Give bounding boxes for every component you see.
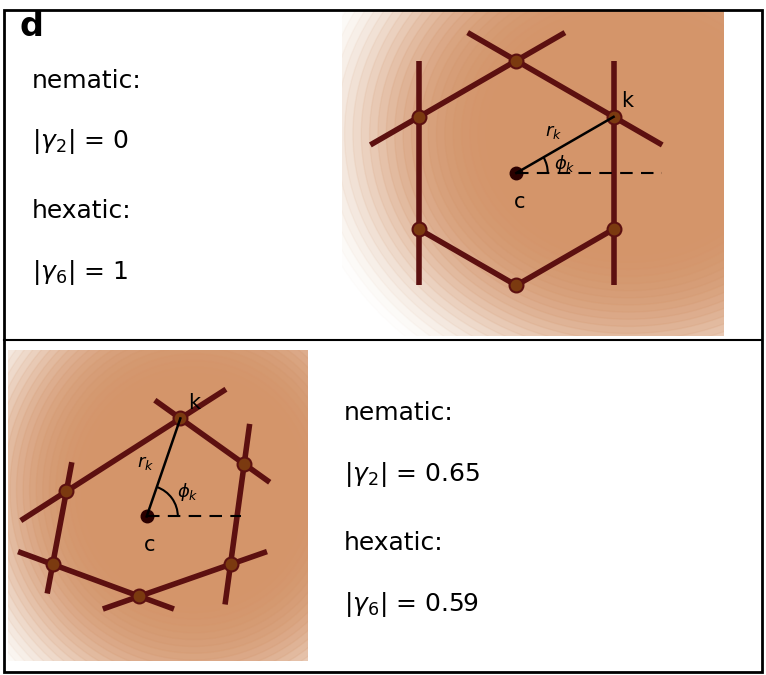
Ellipse shape [478, 5, 766, 262]
Ellipse shape [128, 422, 260, 558]
Ellipse shape [181, 476, 207, 504]
Ellipse shape [445, 0, 766, 291]
Ellipse shape [386, 0, 766, 341]
Ellipse shape [109, 401, 280, 578]
Ellipse shape [486, 13, 766, 255]
Ellipse shape [148, 442, 240, 537]
Text: c: c [514, 192, 525, 212]
Text: $|\gamma_6|$ = 0.59: $|\gamma_6|$ = 0.59 [344, 590, 479, 619]
Ellipse shape [453, 0, 766, 284]
Ellipse shape [370, 0, 766, 355]
Ellipse shape [69, 360, 319, 619]
Ellipse shape [462, 0, 766, 277]
Ellipse shape [470, 0, 766, 269]
Text: nematic:: nematic: [31, 69, 142, 92]
Ellipse shape [411, 0, 766, 319]
Ellipse shape [328, 0, 766, 391]
Ellipse shape [43, 333, 345, 647]
Ellipse shape [362, 0, 766, 362]
Text: nematic:: nematic: [344, 401, 453, 425]
Text: hexatic:: hexatic: [344, 531, 444, 556]
Ellipse shape [353, 0, 766, 369]
Ellipse shape [30, 319, 358, 660]
Text: hexatic:: hexatic: [31, 199, 131, 223]
Ellipse shape [187, 483, 201, 497]
Ellipse shape [63, 354, 326, 626]
Ellipse shape [378, 0, 766, 348]
Ellipse shape [23, 313, 365, 667]
Ellipse shape [420, 0, 766, 312]
Text: c: c [144, 535, 155, 556]
Ellipse shape [495, 20, 762, 248]
Ellipse shape [49, 340, 339, 640]
Ellipse shape [135, 429, 253, 551]
Ellipse shape [155, 449, 233, 531]
Ellipse shape [0, 286, 391, 675]
Ellipse shape [0, 258, 417, 675]
Ellipse shape [620, 127, 637, 141]
Text: d: d [19, 10, 43, 43]
Ellipse shape [36, 326, 352, 653]
Ellipse shape [174, 469, 214, 510]
Ellipse shape [553, 70, 704, 198]
Ellipse shape [437, 0, 766, 298]
Ellipse shape [17, 306, 372, 674]
Ellipse shape [570, 84, 687, 184]
Text: $|\gamma_2|$ = 0: $|\gamma_2|$ = 0 [31, 128, 128, 157]
Ellipse shape [612, 119, 645, 148]
Ellipse shape [0, 272, 404, 675]
Ellipse shape [115, 408, 273, 572]
Ellipse shape [0, 244, 430, 675]
Ellipse shape [102, 394, 286, 585]
Ellipse shape [512, 34, 745, 234]
Text: $|\gamma_2|$ = 0.65: $|\gamma_2|$ = 0.65 [344, 460, 480, 489]
Ellipse shape [10, 299, 378, 675]
Ellipse shape [0, 251, 424, 675]
Ellipse shape [428, 0, 766, 305]
Ellipse shape [0, 265, 411, 675]
Text: $\phi_k$: $\phi_k$ [177, 481, 198, 503]
Ellipse shape [3, 292, 385, 675]
Ellipse shape [394, 0, 766, 333]
Ellipse shape [168, 462, 220, 517]
Ellipse shape [578, 91, 679, 177]
Ellipse shape [76, 367, 312, 612]
Text: $|\gamma_6|$ = 1: $|\gamma_6|$ = 1 [31, 258, 128, 287]
Ellipse shape [0, 279, 398, 675]
Ellipse shape [561, 77, 696, 191]
Ellipse shape [520, 41, 737, 227]
Ellipse shape [595, 105, 662, 163]
Ellipse shape [336, 0, 766, 383]
Ellipse shape [161, 456, 227, 524]
Text: $r_k$: $r_k$ [545, 124, 561, 141]
Ellipse shape [537, 55, 721, 213]
Ellipse shape [122, 415, 266, 565]
Text: $r_k$: $r_k$ [137, 454, 154, 472]
Ellipse shape [89, 381, 299, 599]
Ellipse shape [345, 0, 766, 376]
Ellipse shape [545, 63, 712, 205]
Ellipse shape [403, 0, 766, 326]
Ellipse shape [56, 347, 332, 633]
Ellipse shape [141, 435, 247, 544]
Ellipse shape [95, 387, 293, 592]
Ellipse shape [503, 27, 754, 241]
Ellipse shape [587, 99, 670, 169]
Text: $\phi_k$: $\phi_k$ [555, 153, 576, 176]
Ellipse shape [604, 113, 653, 155]
Text: k: k [621, 91, 633, 111]
Text: k: k [188, 393, 200, 413]
Ellipse shape [529, 49, 729, 219]
Ellipse shape [82, 374, 306, 605]
